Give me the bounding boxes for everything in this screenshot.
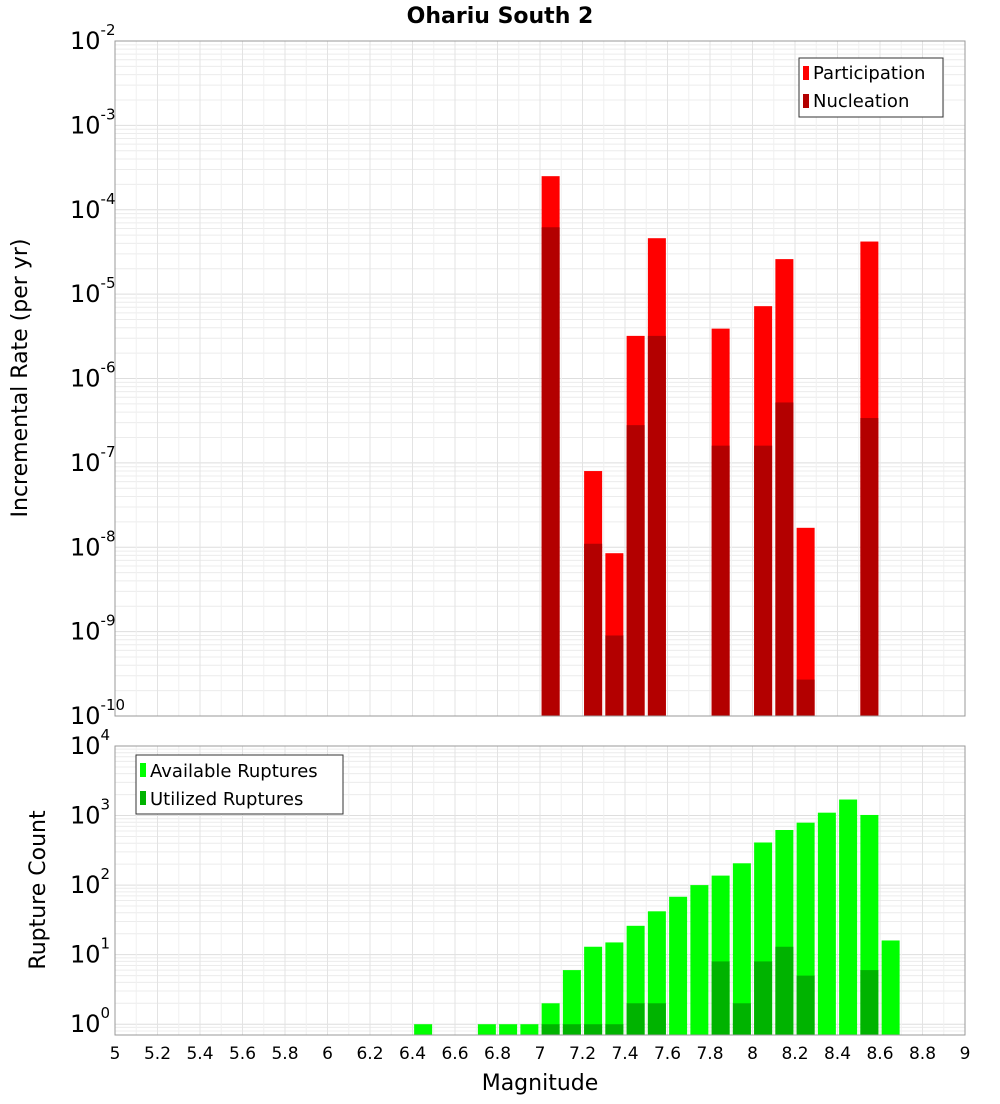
x-tick-label: 6 bbox=[322, 1044, 333, 1064]
y-tick-label: 10-10 bbox=[70, 696, 125, 730]
legend-swatch-participation bbox=[803, 66, 809, 80]
x-tick-label: 5.4 bbox=[186, 1044, 213, 1064]
x-tick-label: 7.8 bbox=[696, 1044, 723, 1064]
y-tick-label: 102 bbox=[70, 865, 110, 899]
legend-swatch-available-ruptures bbox=[140, 763, 146, 777]
bar-utilized-ruptures bbox=[584, 1024, 603, 1035]
legend-swatch-utilized-ruptures bbox=[140, 791, 146, 805]
bar-utilized-ruptures bbox=[562, 1024, 581, 1035]
y-tick-label: 10-8 bbox=[70, 527, 116, 561]
bottom-bars bbox=[414, 799, 900, 1035]
bar-utilized-ruptures bbox=[711, 961, 730, 1035]
bar-utilized-ruptures bbox=[775, 946, 794, 1035]
x-tick-label: 8.6 bbox=[866, 1044, 893, 1064]
legend-label-participation: Participation bbox=[813, 63, 925, 84]
x-tick-label: 5.2 bbox=[144, 1044, 171, 1064]
bar-available-ruptures bbox=[605, 942, 624, 1035]
bar-available-ruptures bbox=[414, 1024, 433, 1035]
y-tick-label: 10-2 bbox=[70, 21, 116, 55]
bar-available-ruptures bbox=[881, 940, 900, 1035]
top-plot-frame bbox=[114, 40, 966, 717]
y-tick-label: 103 bbox=[70, 796, 110, 830]
top-legend-box bbox=[798, 57, 944, 118]
top-y-tick-labels: 10-10 10-9 10-8 10-7 10-6 10-5 10-4 10-3 10-2 bbox=[70, 21, 125, 730]
x-tick-labels: 5 5.2 5.4 5.6 5.8 6 6.2 6.4 6.6 6.8 7 7.2 7.4 7.6 7.8 8… bbox=[110, 1044, 971, 1064]
x-tick-label: 8.8 bbox=[909, 1044, 936, 1064]
x-tick-label: 8 bbox=[747, 1044, 758, 1064]
bar-nucleation bbox=[796, 679, 815, 716]
x-tick-label: 8.4 bbox=[824, 1044, 851, 1064]
bar-nucleation bbox=[541, 227, 560, 716]
bar-available-ruptures bbox=[477, 1024, 496, 1035]
legend-swatch-nucleation bbox=[803, 94, 809, 108]
bar-available-ruptures bbox=[817, 812, 836, 1035]
y-tick-label: 10-7 bbox=[70, 443, 116, 477]
y-tick-label: 104 bbox=[70, 726, 110, 760]
bar-nucleation bbox=[626, 425, 645, 716]
bar-utilized-ruptures bbox=[647, 1003, 666, 1035]
bar-nucleation bbox=[754, 445, 773, 716]
bar-utilized-ruptures bbox=[796, 975, 815, 1035]
bar-nucleation bbox=[775, 402, 794, 716]
bar-available-ruptures bbox=[839, 799, 858, 1035]
bottom-y-axis-label: Rupture Count bbox=[26, 810, 51, 970]
x-tick-label: 5 bbox=[110, 1044, 121, 1064]
bottom-legend-box bbox=[135, 754, 344, 815]
bar-participation bbox=[796, 527, 815, 716]
x-tick-label: 6.8 bbox=[484, 1044, 511, 1064]
x-tick-label: 7 bbox=[535, 1044, 546, 1064]
chart-title: Ohariu South 2 bbox=[407, 4, 594, 29]
x-tick-label: 9 bbox=[960, 1044, 971, 1064]
x-tick-label: 5.8 bbox=[271, 1044, 298, 1064]
bar-available-ruptures bbox=[690, 885, 709, 1035]
top-y-axis-label: Incremental Rate (per yr) bbox=[8, 239, 33, 518]
y-tick-label: 10-5 bbox=[70, 274, 116, 308]
x-tick-label: 5.6 bbox=[229, 1044, 256, 1064]
x-tick-label: 7.6 bbox=[654, 1044, 681, 1064]
bar-nucleation bbox=[647, 335, 666, 716]
bar-available-ruptures bbox=[562, 970, 581, 1035]
x-tick-label: 6.6 bbox=[441, 1044, 468, 1064]
bar-nucleation bbox=[584, 543, 603, 716]
bar-utilized-ruptures bbox=[605, 1024, 624, 1035]
bar-utilized-ruptures bbox=[541, 1024, 560, 1035]
bar-utilized-ruptures bbox=[732, 1003, 751, 1035]
bar-nucleation bbox=[711, 445, 730, 716]
x-axis-label: Magnitude bbox=[482, 1071, 599, 1096]
y-tick-label: 10-9 bbox=[70, 612, 116, 646]
bar-available-ruptures bbox=[732, 863, 751, 1035]
bottom-plot-frame bbox=[114, 745, 966, 1036]
x-tick-label: 8.2 bbox=[781, 1044, 808, 1064]
top-legend: Participation Nucleation bbox=[798, 57, 944, 118]
bar-available-ruptures bbox=[584, 946, 603, 1035]
top-gridlines bbox=[114, 41, 966, 717]
bottom-y-tick-labels: 100 101 102 103 104 bbox=[70, 726, 110, 1038]
bar-utilized-ruptures bbox=[754, 961, 773, 1035]
x-tick-label: 7.2 bbox=[569, 1044, 596, 1064]
x-tick-label: 7.4 bbox=[611, 1044, 638, 1064]
legend-label-utilized-ruptures: Utilized Ruptures bbox=[150, 789, 303, 810]
x-tick-label: 6.2 bbox=[356, 1044, 383, 1064]
x-tick-label: 6.4 bbox=[399, 1044, 426, 1064]
y-tick-label: 101 bbox=[70, 935, 110, 969]
bar-utilized-ruptures bbox=[626, 1003, 645, 1035]
y-tick-label: 10-3 bbox=[70, 105, 116, 139]
y-tick-label: 10-4 bbox=[70, 190, 116, 224]
bottom-legend: Available Ruptures Utilized Ruptures bbox=[135, 754, 344, 815]
bar-utilized-ruptures bbox=[860, 970, 879, 1035]
bar-nucleation bbox=[605, 635, 624, 716]
top-bars bbox=[541, 176, 879, 717]
y-tick-label: 100 bbox=[70, 1004, 110, 1038]
bar-available-ruptures bbox=[669, 896, 688, 1035]
bar-available-ruptures bbox=[520, 1024, 539, 1035]
legend-label-available-ruptures: Available Ruptures bbox=[150, 761, 318, 782]
legend-label-nucleation: Nucleation bbox=[813, 91, 909, 112]
bar-nucleation bbox=[860, 418, 879, 716]
bar-available-ruptures bbox=[499, 1024, 518, 1035]
y-tick-label: 10-6 bbox=[70, 359, 116, 393]
